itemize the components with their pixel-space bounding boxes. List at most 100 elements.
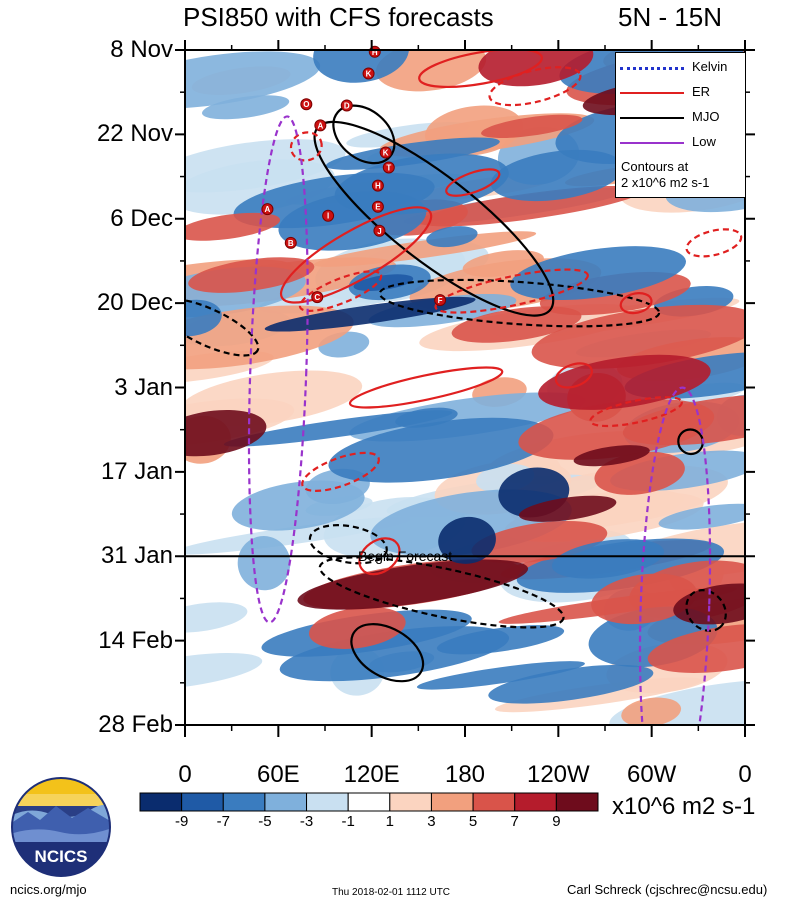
x-tick-label: 0 [738, 761, 752, 788]
chart-region: 5N - 15N [618, 2, 723, 32]
shading-cell [313, 50, 410, 83]
storm-letter: K [366, 70, 372, 79]
x-tick-label: 120W [526, 761, 590, 788]
colorbar-label: -9 [174, 813, 189, 830]
colorbar-label: -3 [299, 813, 314, 830]
storm-marker: A [314, 119, 327, 132]
er-contour [445, 168, 501, 197]
er-contour [554, 362, 593, 389]
y-tick-label: 8 Nov [110, 36, 173, 63]
shading-cell [647, 623, 745, 673]
colorbar-swatch [347, 792, 391, 812]
shading-cell [658, 503, 745, 530]
legend-label: Low [692, 134, 716, 149]
y-tick-label: 28 Feb [98, 711, 173, 738]
storm-marker: O [300, 98, 313, 111]
colorbar-label: 9 [552, 813, 561, 830]
colorbar-swatch [264, 792, 308, 812]
storm-marker: F [434, 294, 447, 307]
shading-cell [573, 445, 650, 467]
shading-cell [353, 274, 414, 291]
storm-marker: H [371, 179, 384, 192]
storm-marker: A [261, 203, 274, 216]
storm-marker: J [373, 224, 386, 237]
storm-letter: I [327, 212, 329, 221]
ncics-logo: NCICS [11, 777, 111, 877]
er-contour [589, 396, 683, 428]
shading-cell [185, 299, 222, 337]
storm-marker: B [284, 236, 297, 249]
shading-cell [188, 257, 315, 293]
er-contour [301, 451, 380, 492]
storm-letter: E [375, 203, 381, 212]
legend-item-low: Low [620, 134, 744, 152]
storm-marker: E [371, 200, 384, 213]
legend-label: MJO [692, 109, 720, 124]
y-tick-label: 3 Jan [114, 373, 173, 401]
colorbar-label: 7 [510, 813, 519, 830]
y-tick-label: 31 Jan [100, 542, 173, 570]
shading-cell [551, 539, 665, 579]
colorbar-swatch [472, 792, 516, 812]
logo-text: NCICS [35, 847, 88, 866]
storm-letter: A [317, 121, 323, 130]
storm-letter: K [383, 148, 389, 157]
storm-letter: O [303, 100, 309, 109]
mjo-contour [308, 524, 388, 565]
storm-letter: J [377, 227, 381, 236]
x-tick-label: 120E [343, 761, 400, 788]
er-contour [279, 206, 433, 304]
shading-cell [185, 212, 281, 241]
legend-note-line2: 2 x10^6 m2 s-1 [621, 175, 710, 190]
legend-note-line1: Contours at [621, 159, 689, 174]
shading-cell [531, 304, 745, 369]
shading-cell [328, 417, 554, 483]
colorbar-label: -1 [341, 813, 355, 830]
storm-marker: K [379, 146, 392, 159]
y-tick-label: 6 Dec [110, 204, 173, 232]
er-contour [298, 270, 383, 312]
colorbar-swatch [430, 792, 474, 812]
storm-marker: D [340, 99, 353, 112]
shading-cell [185, 409, 267, 457]
storm-marker: T [382, 161, 395, 174]
mjo-contour [685, 589, 727, 632]
legend-note: Contours at 2 x10^6 m2 s-1 [621, 159, 709, 191]
legend-item-mjo: MJO [620, 109, 744, 127]
storm-letter: T [386, 164, 391, 173]
shading-cell [395, 407, 458, 428]
storm-letter: H [372, 48, 378, 57]
storm-letter: H [375, 182, 381, 191]
shading-cell [237, 536, 291, 591]
mjo-contour [350, 623, 425, 683]
shading-cell [591, 573, 697, 625]
storm-letter: D [344, 101, 350, 110]
er-contour [685, 228, 743, 258]
begin-forecast-label: Begin Forecast [358, 548, 453, 564]
plot-axes [175, 40, 755, 737]
legend-label: Kelvin [692, 59, 728, 74]
x-tick-label: 180 [444, 761, 486, 788]
mjo-contour [318, 556, 565, 629]
colorbar-units: x10^6 m2 s-1 [612, 793, 756, 820]
footer-author: Carl Schreck (cjschrec@ncsu.edu) [567, 882, 768, 897]
er-contour [434, 268, 589, 314]
shading-cell [264, 296, 476, 332]
colorbar-swatch [555, 792, 599, 812]
shading-cell [510, 246, 686, 301]
shading-cell [478, 50, 594, 87]
footer-url: ncics.org/mjo [10, 882, 87, 897]
legend-label: ER [692, 84, 711, 99]
shading-cell [185, 517, 411, 555]
y-tick-label: 20 Dec [96, 289, 173, 317]
storm-marker: K [362, 67, 375, 80]
y-tick-label: 22 Nov [96, 120, 173, 148]
legend-item-er: ER [620, 84, 744, 102]
er-contour [348, 366, 504, 409]
colorbar-label: -7 [216, 813, 230, 830]
colorbar-swatch [389, 792, 432, 812]
colorbar-label: 1 [385, 813, 394, 830]
shading-cell [538, 354, 711, 410]
